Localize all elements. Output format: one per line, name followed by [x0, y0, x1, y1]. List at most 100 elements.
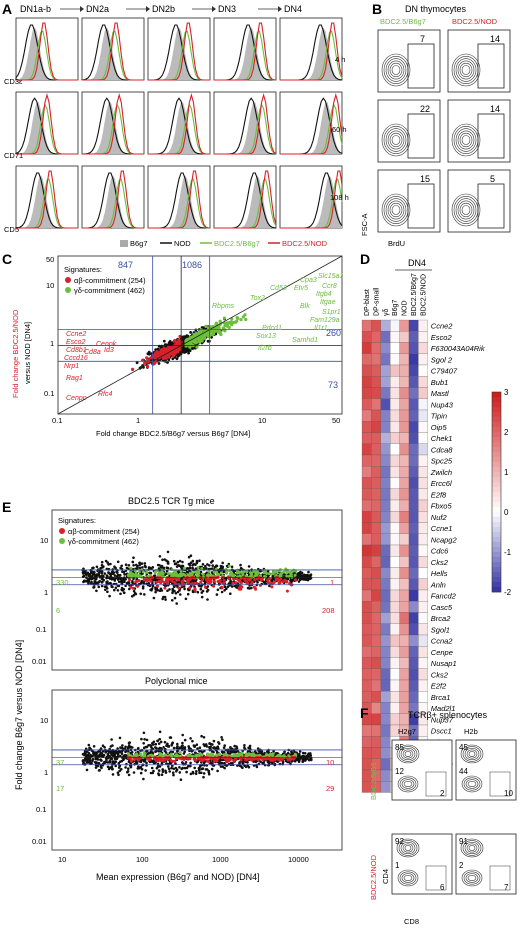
ma-point: [85, 761, 89, 764]
contour: [387, 60, 405, 80]
heatmap-cell: [418, 612, 428, 624]
ma-point: [102, 753, 106, 757]
heatmap-cell: [418, 319, 428, 332]
ma-point: [92, 585, 96, 589]
heatmap-gene-label: Sgol1: [431, 625, 450, 634]
ma-ab-point: [129, 585, 133, 589]
heatmap-cell: [408, 364, 419, 377]
heatmap-cell: [361, 544, 372, 557]
ma-point: [110, 757, 114, 760]
scale-step: [492, 552, 501, 558]
ma-point: [164, 751, 168, 754]
ma-point: [139, 771, 143, 775]
ma-point: [113, 751, 117, 754]
c-xtick-2: 10: [258, 416, 266, 425]
ma-point: [204, 743, 208, 746]
ma-gd-point: [237, 753, 241, 757]
ma-point: [206, 563, 209, 566]
contour: [396, 744, 420, 764]
e-legend-title: Signatures:: [58, 516, 96, 525]
ma-gd-point: [212, 570, 216, 574]
scale-step: [492, 432, 501, 438]
gd-point: [187, 341, 191, 345]
heatmap-cell: [361, 691, 372, 703]
ma-ab-point: [158, 757, 162, 760]
ma-point: [92, 566, 95, 570]
heatmap-cell: [418, 679, 428, 692]
gene-label-gd: Ccr8: [322, 283, 337, 290]
ab-point: [167, 345, 171, 349]
ma-point: [158, 555, 162, 558]
heatmap-cell: [361, 454, 372, 467]
e-bottom-lines: [52, 749, 342, 766]
ma-point: [149, 750, 153, 754]
heatmap-cell: [390, 679, 400, 692]
ma-ab-point: [277, 757, 281, 761]
ma-point: [110, 738, 113, 741]
ma-ab-point: [166, 581, 170, 585]
ab-point: [159, 349, 163, 353]
heatmap-cell: [408, 319, 419, 332]
heatmap-cell: [418, 387, 428, 399]
ma-gd-point: [134, 571, 138, 575]
ma-point: [98, 579, 101, 583]
ma-gd-point: [179, 570, 183, 573]
contour: [398, 840, 418, 856]
ma-point: [114, 566, 117, 570]
ma-point: [179, 778, 183, 781]
ma-point: [176, 560, 180, 564]
scatter-point: [169, 342, 173, 346]
ma-point: [222, 751, 226, 754]
heatmap-cell: [380, 544, 391, 557]
ma-point: [127, 744, 131, 747]
ma-point: [230, 747, 234, 751]
gene-label-ab: Rfc4: [98, 391, 113, 398]
heatmap-cell: [408, 511, 419, 523]
gd-point: [239, 318, 243, 322]
ma-gd-point: [225, 570, 229, 574]
contour: [461, 205, 471, 215]
heatmap-cell: [371, 578, 381, 591]
gene-label-gd: Itgb4: [316, 291, 332, 298]
ma-ab-point: [277, 578, 281, 582]
cd4cd8-plot-box: [391, 833, 453, 895]
heatmap-cell: [390, 578, 400, 591]
heatmap-cell: [408, 691, 419, 703]
ma-ab-point: [211, 576, 215, 580]
ma-point: [101, 566, 104, 569]
gd-point: [235, 319, 239, 323]
ma-point: [121, 570, 124, 573]
hist-b6g7: [148, 175, 210, 228]
ma-point: [160, 564, 164, 568]
ma-point: [157, 769, 161, 772]
ma-point: [108, 759, 112, 762]
ma-gd-point: [129, 571, 133, 574]
contour: [396, 838, 420, 858]
ma-gd-point: [250, 571, 253, 575]
contour: [463, 871, 481, 885]
ma-point: [299, 570, 302, 574]
heatmap-cell: [361, 601, 372, 613]
ma-ab-point: [222, 578, 226, 582]
gd-point: [200, 339, 204, 343]
ma-point: [182, 763, 185, 766]
heatmap-col-label: NOD: [402, 300, 409, 316]
ma-point: [125, 566, 129, 570]
ma-point: [131, 583, 135, 586]
heatmap-cell: [380, 713, 391, 726]
ma-ab-point: [136, 584, 140, 588]
ma-point: [92, 745, 96, 748]
e-bot-count-tr: 10: [326, 758, 334, 767]
ma-point: [111, 773, 115, 776]
ma-point: [188, 566, 192, 570]
ma-point: [155, 747, 158, 750]
e-ylabel: Fold change B6g7 versus NOD [DN4]: [14, 640, 24, 790]
heatmap-cell: [380, 387, 391, 399]
heatmap-cell: [408, 387, 419, 399]
ma-point: [178, 589, 181, 592]
contour: [466, 843, 478, 853]
ma-gd-point: [293, 573, 297, 577]
gene-label-gd: S1pr1: [322, 309, 341, 316]
ma-point: [222, 570, 225, 574]
heatmap-col-label: DP-blast: [364, 289, 371, 316]
